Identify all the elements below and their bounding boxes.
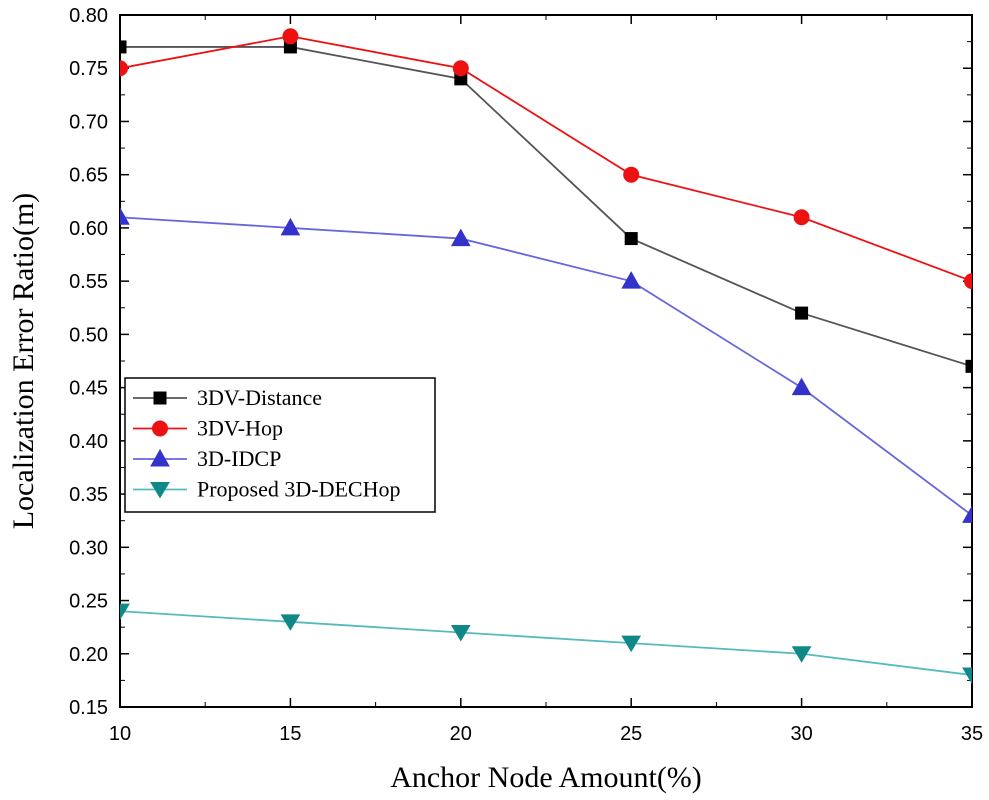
legend-label: 3D-IDCP — [197, 446, 281, 471]
data-point — [965, 359, 972, 373]
y-tick-label: 0.75 — [69, 58, 108, 80]
series-line — [120, 610, 972, 676]
y-tick-label: 0.80 — [69, 5, 108, 27]
data-point — [120, 40, 127, 54]
data-point — [452, 60, 469, 77]
data-point — [120, 603, 130, 621]
data-point — [964, 273, 972, 290]
y-tick-label: 0.60 — [69, 218, 108, 240]
legend-label: Proposed 3D-DECHop — [197, 477, 401, 502]
x-tick-label: 25 — [620, 723, 642, 745]
x-axis-title: Anchor Node Amount(%) — [390, 761, 702, 794]
series-line — [120, 35, 972, 282]
data-point — [623, 166, 640, 183]
data-point — [621, 635, 642, 653]
y-tick-label: 0.45 — [69, 378, 108, 400]
y-tick-label: 0.35 — [69, 484, 108, 506]
data-point — [791, 646, 812, 663]
data-point — [962, 667, 972, 685]
data-point — [621, 271, 642, 289]
plot-frame — [119, 14, 973, 708]
data-point — [120, 207, 130, 225]
data-point — [795, 306, 809, 320]
legend-label: 3DV-Distance — [197, 385, 322, 410]
y-tick-label: 0.30 — [69, 537, 108, 559]
y-tick-label: 0.65 — [69, 165, 108, 187]
legend-marker — [150, 448, 170, 467]
y-axis-title: Localization Error Ratio(m) — [7, 193, 40, 530]
legend-marker — [153, 391, 167, 405]
data-point — [962, 505, 972, 523]
plot-area: 0.15 0.20 0.25 0.30 0.35 0.40 0.45 0.50 0.55 0.60… — [69, 5, 983, 745]
x-tick-label: 30 — [790, 723, 812, 745]
y-tick-label: 0.55 — [69, 271, 108, 293]
data-point — [280, 217, 301, 236]
data-point — [280, 614, 301, 631]
legend-marker — [150, 482, 170, 499]
data-point — [450, 228, 471, 247]
y-tick-label: 0.25 — [69, 591, 108, 613]
series-line — [120, 216, 972, 517]
x-tick-label: 15 — [279, 723, 301, 745]
x-tick-label: 10 — [109, 723, 131, 745]
y-tick-label: 0.40 — [69, 431, 108, 453]
data-point — [791, 377, 812, 396]
data-point — [450, 624, 471, 642]
data-point — [793, 209, 810, 226]
y-tick-label: 0.50 — [69, 324, 108, 346]
legend-label: 3DV-Hop — [197, 416, 283, 441]
y-tick-label: 0.15 — [69, 697, 108, 719]
data-point — [120, 60, 128, 77]
x-tick-label: 20 — [450, 723, 472, 745]
data-point — [624, 232, 638, 246]
x-tick-label: 35 — [961, 723, 983, 745]
y-tick-label: 0.20 — [69, 644, 108, 666]
legend-marker — [152, 420, 168, 437]
y-tick-label: 0.70 — [69, 111, 108, 133]
data-point — [282, 28, 299, 45]
series-line — [120, 46, 972, 368]
